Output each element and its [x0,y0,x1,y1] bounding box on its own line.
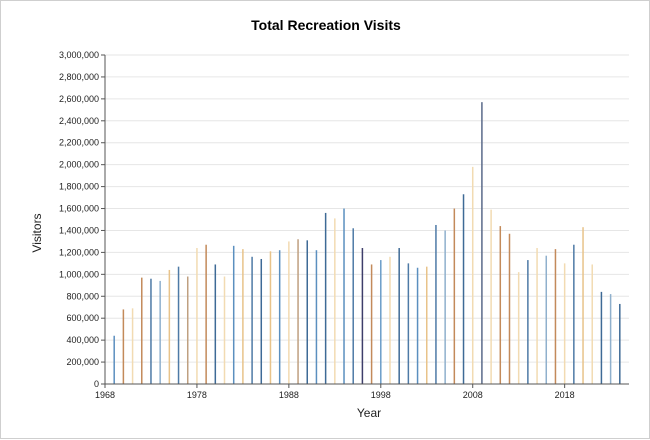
y-tick-label: 1,800,000 [59,182,99,192]
y-tick-label: 600,000 [66,313,99,323]
y-tick-label: 3,000,000 [59,50,99,60]
bar [416,267,419,384]
y-axis-ticks: 0 200,000 400,000 600,000 800,000 1,000,000 1,… [59,50,105,389]
axes [104,55,629,385]
bar [343,208,345,384]
bar [591,264,593,384]
bar [563,263,566,384]
bar [297,239,299,384]
bar [324,212,327,384]
bar [288,241,290,384]
chart-title: Total Recreation Visits [251,17,401,33]
bar [407,263,410,384]
bar [186,276,189,384]
bar [315,250,318,384]
bar [573,244,575,384]
bar [481,102,483,384]
bar [334,218,336,384]
bar [527,260,529,384]
bar [370,264,373,384]
bar [269,251,272,384]
bar [168,269,171,384]
bar [517,272,520,384]
y-tick-label: 1,400,000 [59,225,99,235]
y-tick-label: 1,000,000 [59,269,99,279]
bar [582,227,584,384]
y-tick-label: 2,000,000 [59,160,99,170]
bar [251,256,253,384]
bar [150,278,152,384]
gridlines [105,54,629,363]
bar [361,248,364,384]
bar [435,224,437,384]
bar [223,276,226,384]
y-tick-label: 200,000 [66,357,99,367]
bar [141,277,143,384]
y-axis-label: Visitors [30,213,44,252]
bar [242,249,244,384]
bar [380,260,382,384]
bar [609,294,612,384]
bar [352,228,354,384]
y-tick-label: 2,200,000 [59,138,99,148]
bar [619,303,621,384]
bar [490,209,492,384]
y-tick-label: 400,000 [66,335,99,345]
bar [205,244,207,384]
bar [554,249,557,384]
bar [232,245,235,384]
x-axis-ticks: 1968 1978 1988 1998 2008 2018 [95,384,575,400]
bars [113,102,621,384]
y-tick-label: 800,000 [66,291,99,301]
x-tick-label: 1988 [279,390,299,400]
bar [499,226,502,384]
x-tick-label: 2008 [463,390,483,400]
bar [131,308,134,384]
bar [398,248,400,384]
bar [453,208,456,384]
bar [177,266,180,384]
bar [214,264,217,384]
x-axis-label: Year [357,406,381,420]
y-tick-label: 0 [94,379,99,389]
y-tick-label: 1,200,000 [59,247,99,257]
bar [278,250,281,384]
x-tick-label: 1978 [187,390,207,400]
bar [545,255,548,384]
bar [260,258,263,384]
bar [389,256,391,384]
bar [122,309,125,384]
bar [306,240,308,384]
bar [462,194,465,384]
bar [113,335,115,384]
bar [508,233,511,384]
x-tick-label: 1968 [95,390,115,400]
y-tick-label: 2,400,000 [59,116,99,126]
bar [600,291,603,384]
y-tick-label: 2,600,000 [59,94,99,104]
bar [444,230,446,384]
bar [536,248,538,384]
bar [196,248,198,384]
bar [159,280,161,384]
y-tick-label: 1,600,000 [59,204,99,214]
bar [471,166,474,384]
y-tick-label: 2,800,000 [59,72,99,82]
x-tick-label: 1998 [371,390,391,400]
bar [426,266,428,384]
x-tick-label: 2018 [555,390,575,400]
